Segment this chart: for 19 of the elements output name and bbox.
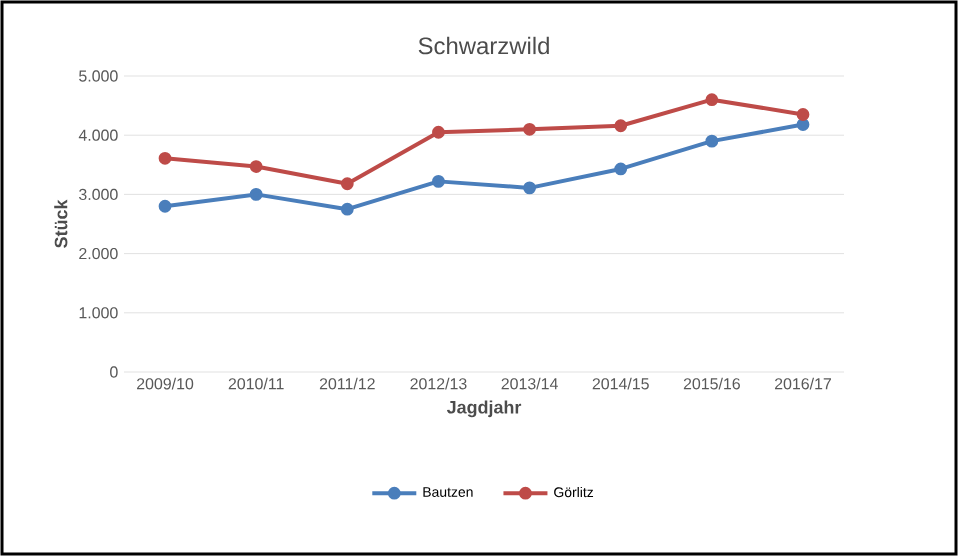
point bbox=[523, 122, 536, 136]
chart-title: Schwarzwild bbox=[418, 36, 549, 55]
point bbox=[614, 162, 628, 176]
point bbox=[523, 181, 536, 195]
x-axis-title: Jagdjahr bbox=[446, 400, 522, 418]
point bbox=[158, 199, 172, 213]
point bbox=[340, 202, 354, 216]
point bbox=[796, 118, 810, 131]
point bbox=[340, 177, 354, 191]
point bbox=[796, 108, 810, 121]
point bbox=[432, 125, 445, 139]
point bbox=[249, 188, 263, 201]
point bbox=[249, 160, 263, 173]
point bbox=[705, 93, 719, 107]
point bbox=[432, 174, 445, 188]
point bbox=[705, 134, 719, 148]
point bbox=[158, 151, 172, 165]
y-axis-title: Stück bbox=[54, 199, 68, 248]
point bbox=[614, 119, 628, 133]
